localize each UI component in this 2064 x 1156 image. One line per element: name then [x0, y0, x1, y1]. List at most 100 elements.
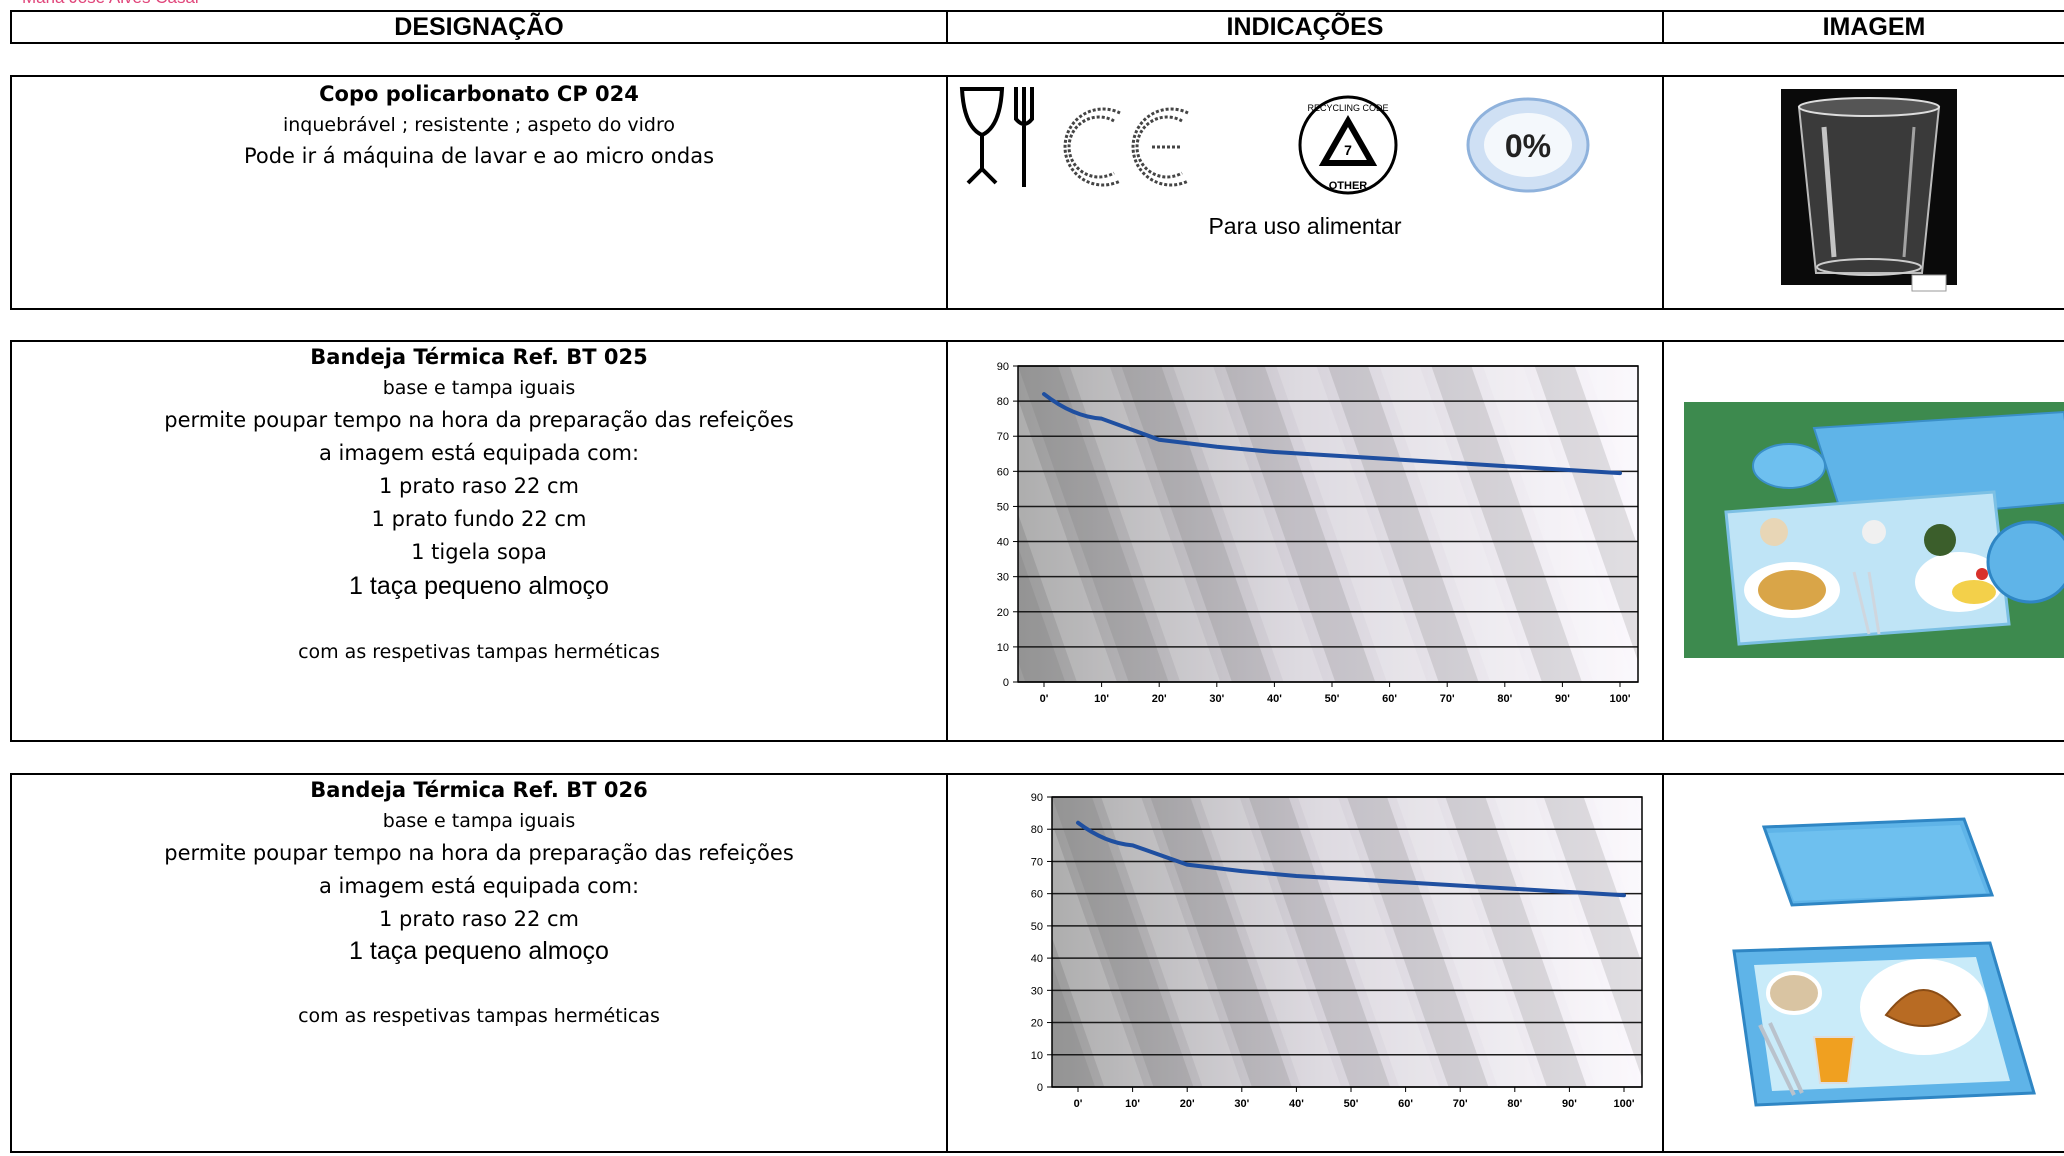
product-title: Copo policarbonato CP 024: [319, 82, 639, 106]
chart-background-stripes: [1018, 366, 1638, 682]
header-indicacoes: INDICAÇÕES: [1226, 13, 1384, 41]
tray-image: [1732, 817, 2036, 1107]
product-title: Bandeja Térmica Ref. BT 025: [310, 345, 648, 369]
cup-image: [1781, 89, 1957, 292]
column-divider: [946, 342, 948, 740]
y-tick-label: 50: [997, 501, 1009, 513]
brand-name: Maria José Alves Casal: [22, 0, 199, 8]
header-designacao: DESIGNAÇÃO: [394, 13, 564, 41]
product-indications: 0 10 20 30 40 50 60 70 80 90 0' 10' 20' 30' 40' 50' 60' 7…: [948, 775, 1662, 1151]
product-line: inquebrável ; resistente ; aspeto do vid…: [282, 114, 675, 136]
product-indications: RECYCLING CODE 7 OTHER 0% Para uso alime…: [948, 77, 1662, 308]
column-divider: [1662, 342, 1664, 740]
x-tick-label: 40': [1267, 693, 1282, 705]
y-tick-label: 80: [1031, 824, 1043, 836]
food-safe-icon: [959, 87, 1034, 187]
x-tick-label: 30': [1209, 693, 1224, 705]
y-tick-label: 10: [997, 642, 1009, 654]
product-line: Pode ir á máquina de lavar e ao micro on…: [243, 144, 715, 168]
product-description: Bandeja Térmica Ref. BT 025 base e tampa…: [12, 342, 946, 668]
product-footer: com as respetivas tampas herméticas: [298, 641, 660, 663]
product-line: 1 prato raso 22 cm: [379, 474, 579, 498]
x-tick-label: 90': [1562, 1098, 1577, 1110]
product-indications: 0 10 20 30 40 50 60 70 80 90 0' 10' 20' 30' 40' 50' 60' 7…: [948, 342, 1662, 740]
column-divider: [1662, 77, 1664, 308]
product-description: Bandeja Térmica Ref. BT 026 base e tampa…: [12, 775, 946, 1032]
x-tick-label: 10': [1125, 1098, 1140, 1110]
ce-mark-icon: [1063, 107, 1189, 187]
y-tick-label: 0: [1037, 1082, 1043, 1094]
y-tick-label: 90: [1031, 792, 1043, 804]
x-tick-label: 10': [1094, 693, 1109, 705]
series-line: [1042, 392, 1622, 476]
temperature-chart: 0 10 20 30 40 50 60 70 80 90 0' 10' 20' 30' 40' 50' 60' 7…: [1031, 792, 1643, 1110]
y-tick-label: 50: [1031, 921, 1043, 933]
product-row-bt026: Bandeja Térmica Ref. BT 026 base e tampa…: [10, 773, 2064, 1153]
product-line: permite poupar tempo na hora da preparaç…: [164, 408, 794, 432]
y-tick-label: 70: [1031, 856, 1043, 868]
product-row-bt025: Bandeja Térmica Ref. BT 025 base e tampa…: [10, 340, 2064, 742]
product-line: 1 tigela sopa: [411, 540, 547, 564]
recycling-7-other-icon: RECYCLING CODE 7 OTHER: [1298, 95, 1398, 195]
y-tick-label: 80: [997, 396, 1009, 408]
product-row-cp024: Copo policarbonato CP 024 inquebrável ; …: [10, 75, 2064, 310]
column-divider: [1662, 775, 1664, 1151]
x-tick-label: 100': [1610, 693, 1631, 705]
chart-frame: [1051, 796, 1643, 1088]
product-line: 1 taça pequeno almoço: [349, 937, 609, 965]
product-footer: com as respetivas tampas herméticas: [298, 1005, 660, 1027]
svg-text:7: 7: [1344, 142, 1352, 158]
y-tick-label: 40: [997, 537, 1009, 549]
product-image: [1664, 77, 2064, 308]
chart-background-stripes: [1052, 797, 1642, 1087]
product-description: Copo policarbonato CP 024 inquebrável ; …: [12, 79, 946, 171]
product-line: 1 prato raso 22 cm: [379, 907, 579, 931]
series-line: [1076, 820, 1626, 898]
svg-text:0%: 0%: [1505, 128, 1551, 164]
x-tick-label: 70': [1440, 693, 1455, 705]
y-tick-label: 10: [1031, 1050, 1043, 1062]
product-line: 1 prato fundo 22 cm: [371, 507, 587, 531]
y-tick-label: 20: [997, 607, 1009, 619]
column-divider: [946, 775, 948, 1151]
chart-plot-area: [1018, 366, 1638, 682]
x-tick-label: 40': [1289, 1098, 1304, 1110]
x-tick-label: 50': [1325, 693, 1340, 705]
tray-image: [1684, 402, 2064, 658]
x-tick-label: 70': [1453, 1098, 1468, 1110]
x-tick-label: 50': [1344, 1098, 1359, 1110]
product-line: 1 taça pequeno almoço: [349, 572, 609, 600]
x-tick-label: 60': [1398, 1098, 1413, 1110]
x-tick-label: 0': [1074, 1098, 1083, 1110]
x-tick-label: 80': [1507, 1098, 1522, 1110]
column-divider: [946, 12, 948, 42]
table-header: DESIGNAÇÃO INDICAÇÕES IMAGEM: [10, 10, 2064, 44]
x-tick-label: 30': [1234, 1098, 1249, 1110]
y-tick-label: 70: [997, 431, 1009, 443]
product-line: base e tampa iguais: [382, 810, 576, 832]
svg-text:OTHER: OTHER: [1329, 180, 1368, 192]
x-tick-label: 80': [1497, 693, 1512, 705]
y-tick-label: 60: [1031, 889, 1043, 901]
x-tick-label: 100': [1614, 1098, 1635, 1110]
zero-bpa-badge-icon: 0%: [1466, 97, 1590, 193]
product-image: [1664, 342, 2064, 740]
product-line: permite poupar tempo na hora da preparaç…: [164, 841, 794, 865]
x-tick-label: 90': [1555, 693, 1570, 705]
product-line: a imagem está equipada com:: [318, 874, 640, 898]
x-tick-label: 0': [1040, 693, 1049, 705]
y-tick-label: 0: [1003, 677, 1009, 689]
product-image: [1664, 775, 2064, 1151]
x-tick-label: 60': [1382, 693, 1397, 705]
indication-icons: RECYCLING CODE 7 OTHER 0%: [959, 87, 1590, 195]
y-tick-label: 90: [997, 361, 1009, 373]
temperature-chart: 0 10 20 30 40 50 60 70 80 90 0' 10' 20' 30' 40' 50' 60' 7…: [997, 361, 1639, 705]
y-tick-label: 30: [997, 572, 1009, 584]
product-title: Bandeja Térmica Ref. BT 026: [310, 778, 648, 802]
y-tick-label: 30: [1031, 985, 1043, 997]
chart-frame: [1017, 365, 1639, 683]
product-line: a imagem está equipada com:: [318, 441, 640, 465]
column-divider: [1662, 12, 1664, 42]
y-tick-label: 40: [1031, 953, 1043, 965]
x-tick-label: 20': [1180, 1098, 1195, 1110]
